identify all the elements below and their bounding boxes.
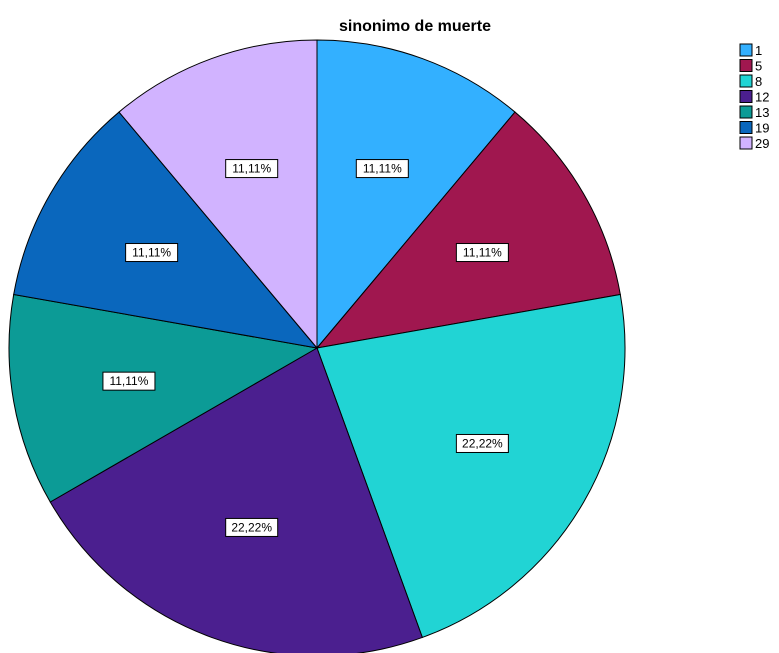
data-label-text: 11,11% [132,246,171,260]
data-label-text: 11,11% [109,374,148,388]
data-label-box [125,243,179,263]
data-label-text: 22,22% [231,520,272,534]
data-label-text: 11,11% [463,246,502,260]
data-label-13: 11,11% [102,371,156,391]
legend-item-29: 29 [739,136,769,151]
legend-label: 8 [755,74,762,89]
data-label-5: 11,11% [455,243,509,263]
pie-slice-5 [315,111,621,349]
data-label-box [225,159,279,179]
pie-slices [8,39,626,653]
legend-label: 19 [755,121,769,136]
data-label-29: 11,11% [225,159,279,179]
pie-slice-13 [8,293,319,503]
legend-label: 1 [755,43,762,58]
data-label-box [455,433,509,453]
pie-slice-19 [13,111,319,349]
legend-item-1: 1 [739,43,762,58]
legend-swatch [739,105,753,119]
data-label-1: 11,11% [355,159,409,179]
data-label-8: 22,22% [455,433,509,453]
pie-slice-1 [316,39,516,350]
data-labels: 11,11% 11,11% 22,22% 22,22% 11,11% 11,11% 11,1… [102,159,509,537]
data-label-box [355,159,409,179]
legend-label: 12 [755,90,769,105]
legend-item-13: 13 [739,105,769,120]
legend-item-19: 19 [739,121,769,136]
legend-swatch [739,43,753,57]
legend-item-8: 8 [739,74,762,89]
data-label-text: 11,11% [232,162,271,176]
data-label-text: 11,11% [363,162,402,176]
legend-label: 5 [755,59,762,74]
legend-swatch [739,74,753,88]
data-label-text: 22,22% [462,436,503,450]
legend-item-12: 12 [739,90,769,105]
chart-title: sinonimo de muerte [339,18,491,35]
data-label-box [455,243,509,263]
data-label-12: 22,22% [225,517,279,537]
data-label-box [225,517,279,537]
legend-swatch [739,136,753,150]
legend-label: 29 [755,136,769,151]
pie-slice-29 [118,39,318,350]
legend-item-5: 5 [739,59,762,74]
legend-swatch [739,121,753,134]
data-label-19: 11,11% [125,243,179,263]
data-label-box [102,371,156,391]
pie-slice-8 [316,293,626,639]
legend-swatch [739,90,753,103]
pie-slice-12 [49,347,423,653]
legend-swatch [739,59,753,72]
legend-label: 13 [755,105,769,120]
